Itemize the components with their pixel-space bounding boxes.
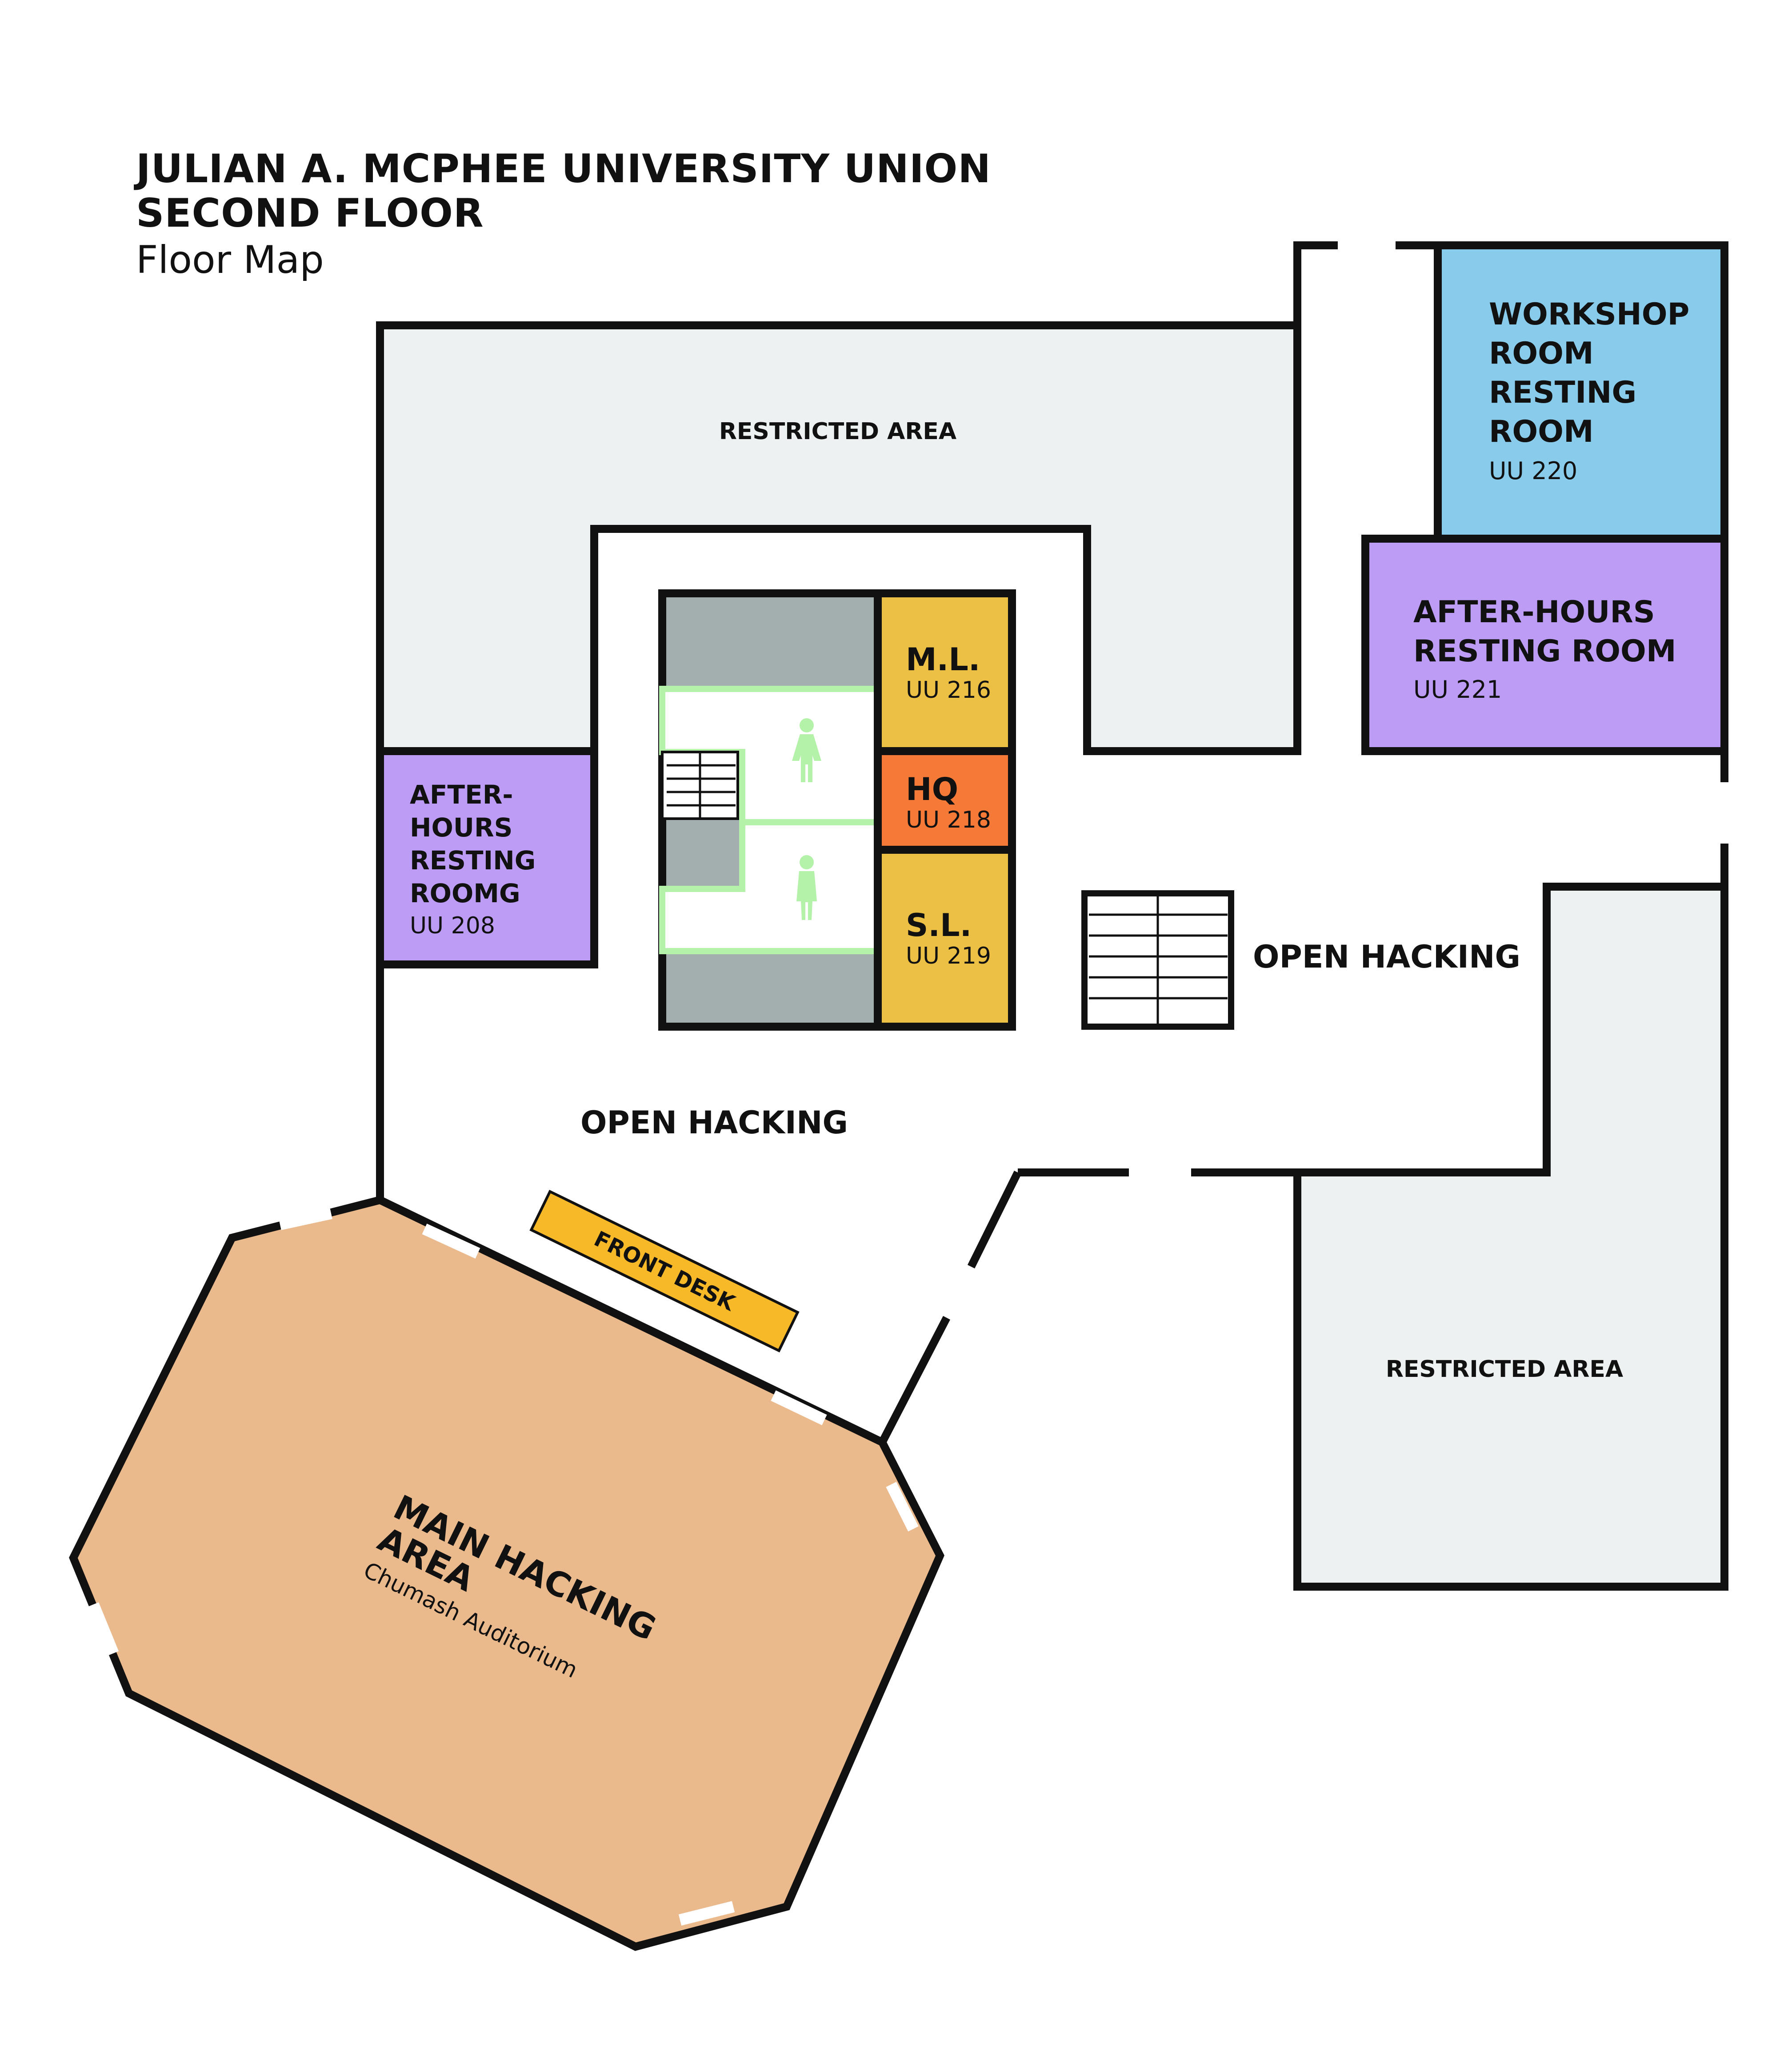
- map-subtitle: Floor Map: [136, 238, 324, 282]
- male-restroom-icon: [796, 855, 817, 920]
- afterhours-221-label-2: RESTING ROOM: [1413, 634, 1676, 669]
- workshop-room-label-2: ROOM: [1489, 336, 1594, 371]
- door-gap-6: [279, 1208, 332, 1230]
- workshop-room-number: UU 220: [1489, 457, 1577, 485]
- afterhours-208-label-1: AFTER-: [410, 780, 513, 810]
- map-title: JULIAN A. MCPHEE UNIVERSITY UNION SECOND…: [136, 147, 991, 284]
- main-hacking-area[interactable]: [69, 1196, 944, 1951]
- door-gap-5: [88, 1602, 119, 1656]
- afterhours-208-label-3: RESTING: [410, 845, 536, 876]
- afterhours-208-label-4: ROOMG: [410, 878, 520, 908]
- open-hacking-left-label: OPEN HACKING: [580, 1104, 848, 1141]
- ml-room-number: UU 216: [906, 677, 991, 704]
- afterhours-221-label-1: AFTER-HOURS: [1413, 595, 1655, 630]
- afterhours-208-label-2: HOURS: [410, 812, 512, 843]
- wall-top-right-stub: [1293, 241, 1338, 325]
- door-gap-1: [422, 1224, 480, 1259]
- afterhours-room-208[interactable]: [376, 747, 598, 968]
- elevator-icon: [1081, 890, 1234, 1030]
- front-desk-label: FRONT DESK: [590, 1226, 740, 1316]
- stairs-icon: [661, 751, 739, 820]
- workshop-room-label-4: ROOM: [1489, 414, 1594, 449]
- female-restroom-icon: [792, 718, 821, 782]
- building-name: JULIAN A. MCPHEE UNIVERSITY UNION: [136, 146, 992, 192]
- workshop-room-label-1: WORKSHOP: [1489, 297, 1689, 332]
- open-hacking-right-label: OPEN HACKING: [1253, 939, 1520, 975]
- workshop-room[interactable]: [1434, 241, 1728, 543]
- sl-room-label: S.L.: [906, 907, 972, 944]
- door-gap-4: [678, 1901, 735, 1926]
- restricted-area-top-label: RESTRICTED AREA: [719, 418, 956, 445]
- door-gap-3: [886, 1482, 919, 1532]
- hq-room-number: UU 218: [906, 807, 991, 833]
- wall-diagonal-1: [967, 1171, 1022, 1268]
- wall-diagonal-2: [879, 1316, 950, 1444]
- workshop-room-label-3: RESTING: [1489, 375, 1636, 410]
- ml-room-label: M.L.: [906, 641, 980, 678]
- hq-room-label: HQ: [906, 771, 958, 808]
- sl-room-number: UU 219: [906, 943, 991, 969]
- sl-room[interactable]: [874, 846, 1016, 1031]
- afterhours-room-221[interactable]: [1361, 535, 1728, 755]
- restricted-area-bottom: [1293, 883, 1728, 1591]
- restricted-area-bottom-label: RESTRICTED AREA: [1386, 1356, 1623, 1383]
- door-gap-2: [771, 1390, 827, 1425]
- afterhours-208-number: UU 208: [410, 912, 495, 939]
- afterhours-221-number: UU 221: [1413, 676, 1502, 704]
- floor-name: SECOND FLOOR: [136, 190, 484, 236]
